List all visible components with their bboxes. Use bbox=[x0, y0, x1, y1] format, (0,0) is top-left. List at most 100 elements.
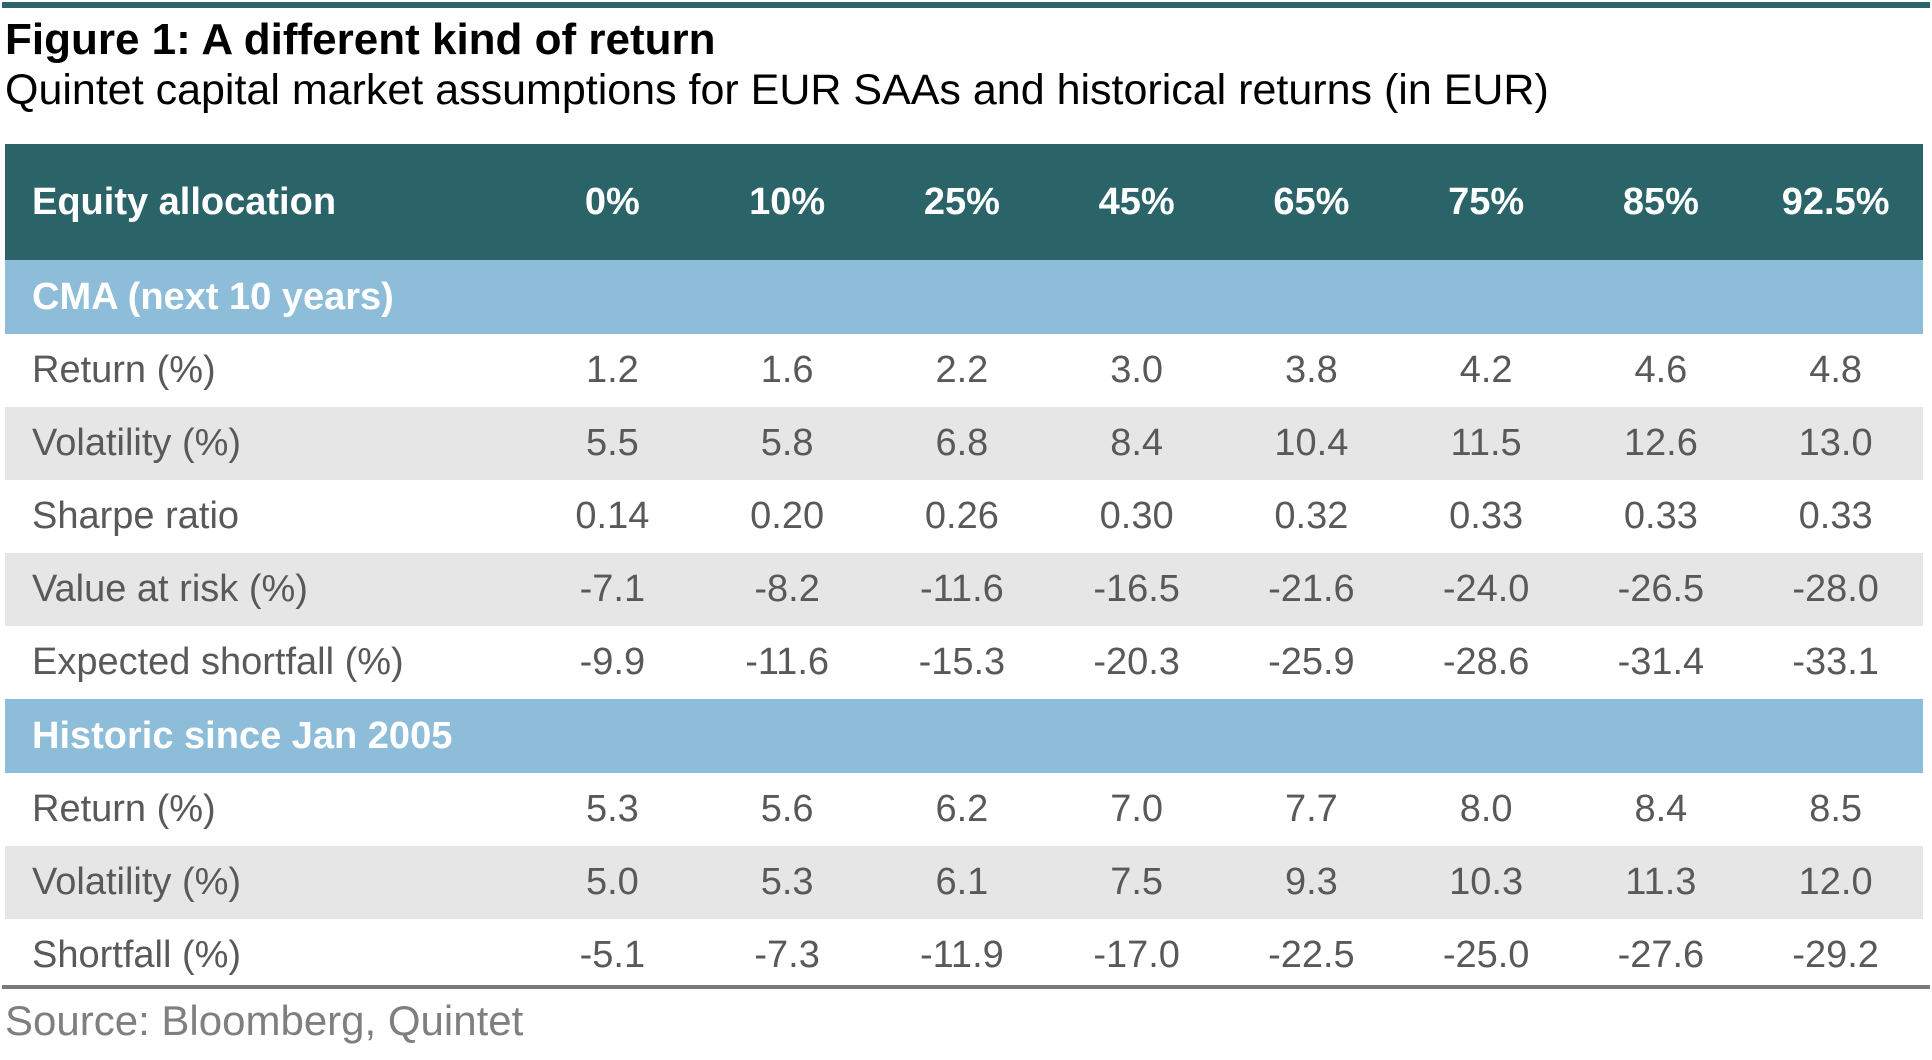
row-label: Volatility (%) bbox=[5, 846, 525, 919]
table-cell: 5.3 bbox=[525, 773, 700, 846]
table-row: Volatility (%) 5.0 5.3 6.1 7.5 9.3 10.3 11.3 12.… bbox=[5, 846, 1923, 919]
table-cell: 7.7 bbox=[1224, 773, 1399, 846]
table-cell: -22.5 bbox=[1224, 919, 1399, 992]
table-cell: 7.0 bbox=[1049, 773, 1224, 846]
table-cell: 5.3 bbox=[699, 846, 875, 919]
table-cell: -8.2 bbox=[699, 553, 875, 626]
section-title: CMA (next 10 years) bbox=[5, 260, 1923, 334]
row-label: Expected shortfall (%) bbox=[5, 626, 525, 699]
table-row: Volatility (%) 5.5 5.8 6.8 8.4 10.4 11.5 12.6 13… bbox=[5, 407, 1923, 480]
column-header: 45% bbox=[1049, 144, 1224, 260]
row-label: Return (%) bbox=[5, 773, 525, 846]
table-cell: 8.5 bbox=[1748, 773, 1923, 846]
column-header: 10% bbox=[699, 144, 875, 260]
table-cell: 4.8 bbox=[1748, 334, 1923, 407]
row-label: Sharpe ratio bbox=[5, 480, 525, 553]
table-cell: 5.5 bbox=[525, 407, 700, 480]
table-row: Sharpe ratio 0.14 0.20 0.26 0.30 0.32 0.33 0.33… bbox=[5, 480, 1923, 553]
table-cell: 13.0 bbox=[1748, 407, 1923, 480]
table-cell: 1.6 bbox=[699, 334, 875, 407]
table-cell: 0.26 bbox=[874, 480, 1050, 553]
table-cell: 6.2 bbox=[874, 773, 1050, 846]
table-row: Shortfall (%) -5.1 -7.3 -11.9 -17.0 -22.5 -25.… bbox=[5, 919, 1923, 992]
table-cell: 1.2 bbox=[525, 334, 700, 407]
table-cell: -11.6 bbox=[699, 626, 875, 699]
table-cell: -28.6 bbox=[1398, 626, 1574, 699]
table-cell: 4.2 bbox=[1398, 334, 1574, 407]
table-cell: 0.33 bbox=[1748, 480, 1923, 553]
table-header-row: Equity allocation 0% 10% 25% 45% 65% 75%… bbox=[5, 144, 1923, 260]
column-header: 65% bbox=[1224, 144, 1399, 260]
section-header-row: CMA (next 10 years) bbox=[5, 260, 1923, 334]
table-cell: -11.9 bbox=[874, 919, 1050, 992]
table-cell: -5.1 bbox=[525, 919, 700, 992]
table-cell: -31.4 bbox=[1573, 626, 1749, 699]
column-header: 75% bbox=[1398, 144, 1574, 260]
table-cell: -20.3 bbox=[1049, 626, 1224, 699]
table-cell: -16.5 bbox=[1049, 553, 1224, 626]
table-cell: 0.14 bbox=[525, 480, 700, 553]
table-cell: 5.6 bbox=[699, 773, 875, 846]
table-cell: 3.0 bbox=[1049, 334, 1224, 407]
table-cell: 6.1 bbox=[874, 846, 1050, 919]
table-cell: -21.6 bbox=[1224, 553, 1399, 626]
table-cell: 5.8 bbox=[699, 407, 875, 480]
table-cell: 0.33 bbox=[1573, 480, 1749, 553]
table-cell: 10.4 bbox=[1224, 407, 1399, 480]
table-cell: -25.0 bbox=[1398, 919, 1574, 992]
table-cell: -33.1 bbox=[1748, 626, 1923, 699]
column-header: 85% bbox=[1573, 144, 1749, 260]
figure-subtitle: Quintet capital market assumptions for E… bbox=[5, 66, 1549, 114]
bottom-rule bbox=[2, 985, 1930, 989]
table-cell: -11.6 bbox=[874, 553, 1050, 626]
table-cell: 2.2 bbox=[874, 334, 1050, 407]
table-cell: 7.5 bbox=[1049, 846, 1224, 919]
table-cell: 12.6 bbox=[1573, 407, 1749, 480]
table-cell: -7.3 bbox=[699, 919, 875, 992]
table-row: Return (%) 1.2 1.6 2.2 3.0 3.8 4.2 4.6 4.8 bbox=[5, 334, 1923, 407]
figure-title: Figure 1: A different kind of return bbox=[5, 15, 716, 64]
row-label: Shortfall (%) bbox=[5, 919, 525, 992]
table-cell: -27.6 bbox=[1573, 919, 1749, 992]
row-label: Return (%) bbox=[5, 334, 525, 407]
table-cell: 3.8 bbox=[1224, 334, 1399, 407]
column-header: 92.5% bbox=[1748, 144, 1923, 260]
table-cell: 0.20 bbox=[699, 480, 875, 553]
table-cell: 0.32 bbox=[1224, 480, 1399, 553]
table-row: Expected shortfall (%) -9.9 -11.6 -15.3 -20.… bbox=[5, 626, 1923, 699]
source-note: Source: Bloomberg, Quintet bbox=[5, 997, 524, 1044]
table-cell: -7.1 bbox=[525, 553, 700, 626]
column-header: 0% bbox=[525, 144, 700, 260]
table-cell: -9.9 bbox=[525, 626, 700, 699]
table-cell: 10.3 bbox=[1398, 846, 1574, 919]
table-row: Return (%) 5.3 5.6 6.2 7.0 7.7 8.0 8.4 8.5 bbox=[5, 773, 1923, 846]
column-header: 25% bbox=[874, 144, 1050, 260]
section-title: Historic since Jan 2005 bbox=[5, 699, 1923, 773]
table-cell: 11.3 bbox=[1573, 846, 1749, 919]
table-cell: 8.0 bbox=[1398, 773, 1574, 846]
table-cell: -24.0 bbox=[1398, 553, 1574, 626]
table-cell: 8.4 bbox=[1049, 407, 1224, 480]
table-cell: 12.0 bbox=[1748, 846, 1923, 919]
table-cell: 4.6 bbox=[1573, 334, 1749, 407]
table-cell: 11.5 bbox=[1398, 407, 1574, 480]
table-cell: 6.8 bbox=[874, 407, 1050, 480]
column-header-label: Equity allocation bbox=[5, 144, 525, 260]
row-label: Volatility (%) bbox=[5, 407, 525, 480]
cma-table: Equity allocation 0% 10% 25% 45% 65% 75%… bbox=[5, 144, 1923, 992]
table-body: CMA (next 10 years) Return (%) 1.2 1.6 2.2 3.… bbox=[5, 260, 1923, 992]
table-cell: -28.0 bbox=[1748, 553, 1923, 626]
section-header-row: Historic since Jan 2005 bbox=[5, 699, 1923, 773]
table-cell: -26.5 bbox=[1573, 553, 1749, 626]
table-cell: 5.0 bbox=[525, 846, 700, 919]
table-cell: -15.3 bbox=[874, 626, 1050, 699]
table-row: Value at risk (%) -7.1 -8.2 -11.6 -16.5 -21.6… bbox=[5, 553, 1923, 626]
table-cell: 0.30 bbox=[1049, 480, 1224, 553]
table-cell: -29.2 bbox=[1748, 919, 1923, 992]
row-label: Value at risk (%) bbox=[5, 553, 525, 626]
table-cell: -25.9 bbox=[1224, 626, 1399, 699]
top-rule bbox=[2, 2, 1930, 8]
table-cell: 8.4 bbox=[1573, 773, 1749, 846]
table-cell: -17.0 bbox=[1049, 919, 1224, 992]
table-cell: 9.3 bbox=[1224, 846, 1399, 919]
